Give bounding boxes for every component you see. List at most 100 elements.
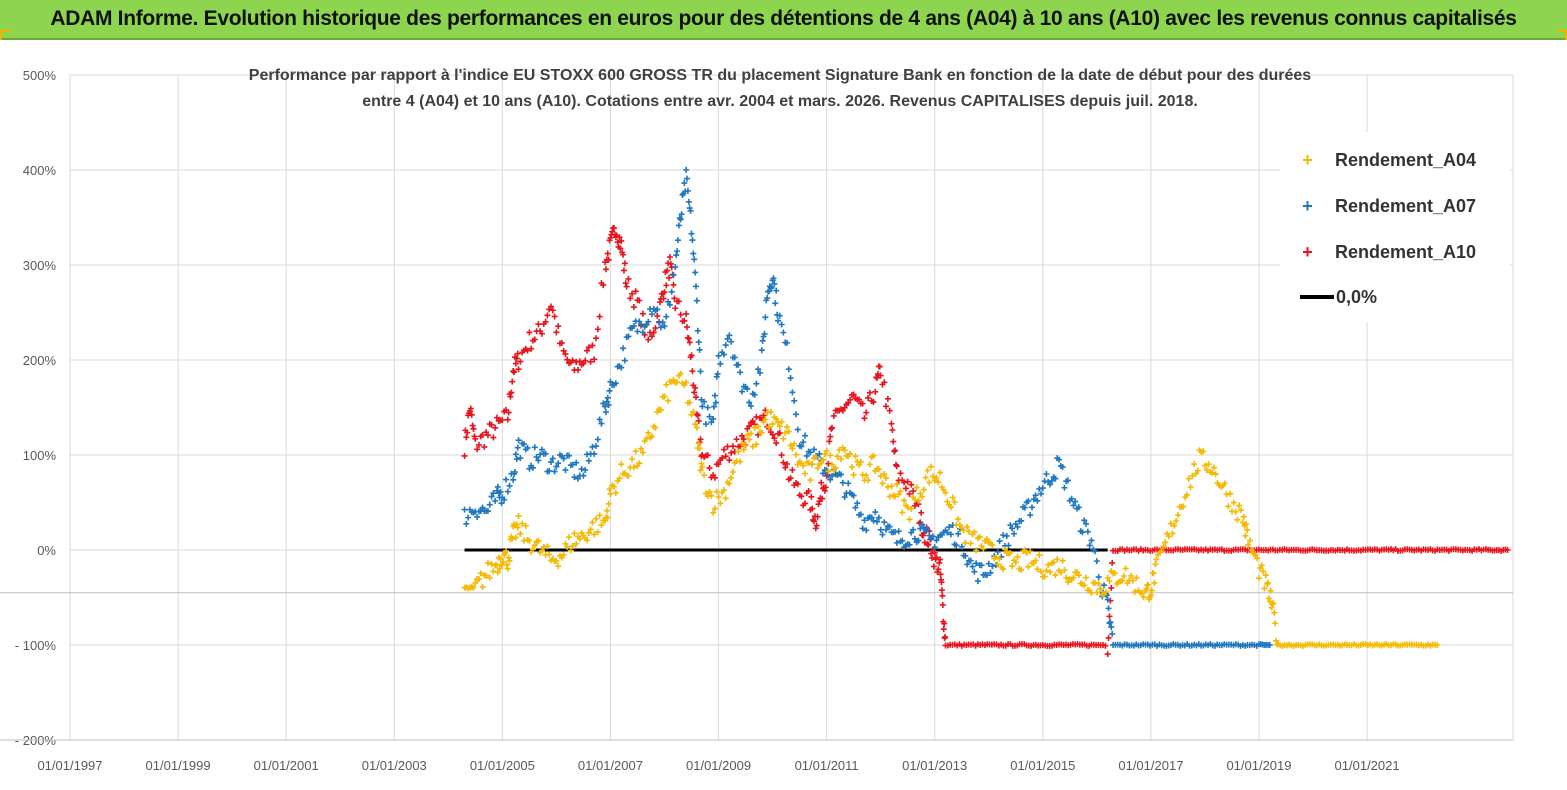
data-point-rendement_a04 xyxy=(591,531,598,538)
data-point-rendement_a07 xyxy=(964,561,971,568)
data-point-rendement_a04 xyxy=(1092,579,1099,586)
data-point-rendement_a07 xyxy=(549,455,556,462)
data-point-rendement_a07 xyxy=(917,525,924,532)
data-point-rendement_a07 xyxy=(692,269,699,276)
data-point-rendement_a10 xyxy=(884,395,891,402)
data-point-rendement_a04 xyxy=(690,408,697,415)
data-point-rendement_a07 xyxy=(515,437,522,444)
data-point-rendement_a07 xyxy=(704,404,711,411)
data-point-rendement_a04 xyxy=(576,535,583,542)
data-point-rendement_a10 xyxy=(891,448,898,455)
data-point-rendement_a10 xyxy=(890,438,897,445)
data-point-rendement_a07 xyxy=(711,392,718,399)
data-point-rendement_a04 xyxy=(776,423,783,430)
data-point-rendement_a10 xyxy=(675,298,682,305)
data-point-rendement_a07 xyxy=(820,470,827,477)
data-point-rendement_a04 xyxy=(1183,491,1190,498)
data-point-rendement_a07 xyxy=(870,517,877,524)
data-point-rendement_a07 xyxy=(978,562,985,569)
data-point-rendement_a04 xyxy=(992,554,999,561)
data-point-rendement_a04 xyxy=(1027,548,1034,555)
banner-title: ADAM Informe. Evolution historique des p… xyxy=(50,7,1517,30)
data-point-rendement_a07 xyxy=(1104,596,1111,603)
data-point-rendement_a07 xyxy=(708,419,715,426)
data-point-rendement_a04 xyxy=(512,534,519,541)
data-point-rendement_a10 xyxy=(908,481,915,488)
data-point-rendement_a04 xyxy=(917,490,924,497)
data-point-rendement_a07 xyxy=(731,354,738,361)
data-point-rendement_a07 xyxy=(868,514,875,521)
data-point-rendement_a07 xyxy=(696,346,703,353)
data-point-rendement_a10 xyxy=(877,372,884,379)
data-point-rendement_a10 xyxy=(902,485,909,492)
chart-legend: + Rendement_A04 + Rendement_A07 + Rendem… xyxy=(1280,132,1510,322)
data-point-rendement_a04 xyxy=(857,458,864,465)
data-point-rendement_a04 xyxy=(1050,559,1057,566)
data-point-rendement_a10 xyxy=(695,417,702,424)
data-point-rendement_a04 xyxy=(971,528,978,535)
data-point-rendement_a04 xyxy=(769,421,776,428)
data-point-rendement_a04 xyxy=(1262,572,1269,579)
data-point-rendement_a10 xyxy=(815,501,822,508)
data-point-rendement_a07 xyxy=(841,494,848,501)
data-point-rendement_a04 xyxy=(546,551,553,558)
data-point-rendement_a04 xyxy=(697,467,704,474)
data-point-rendement_a04 xyxy=(497,555,504,562)
data-point-rendement_a10 xyxy=(1108,584,1115,591)
data-point-rendement_a07 xyxy=(670,272,677,279)
data-point-rendement_a04 xyxy=(1119,577,1126,584)
data-point-rendement_a07 xyxy=(1027,512,1034,519)
data-point-rendement_a07 xyxy=(598,420,605,427)
data-point-rendement_a07 xyxy=(857,511,864,518)
data-point-rendement_a07 xyxy=(1043,471,1050,478)
data-point-rendement_a04 xyxy=(829,461,836,468)
data-point-rendement_a07 xyxy=(874,518,881,525)
data-point-rendement_a04 xyxy=(1104,574,1111,581)
data-point-rendement_a07 xyxy=(816,450,823,457)
data-point-rendement_a07 xyxy=(1065,477,1072,484)
data-point-rendement_a07 xyxy=(776,312,783,319)
data-point-rendement_a04 xyxy=(1095,580,1102,587)
data-point-rendement_a07 xyxy=(850,492,857,499)
data-point-rendement_a07 xyxy=(859,525,866,532)
data-point-rendement_a10 xyxy=(825,460,832,467)
data-point-rendement_a04 xyxy=(1227,490,1234,497)
data-point-rendement_a07 xyxy=(529,464,536,471)
data-point-rendement_a10 xyxy=(729,443,736,450)
data-point-rendement_a07 xyxy=(926,532,933,539)
data-point-rendement_a04 xyxy=(848,463,855,470)
data-point-rendement_a04 xyxy=(500,559,507,566)
data-point-rendement_a04 xyxy=(490,568,497,575)
data-point-rendement_a07 xyxy=(1012,520,1019,527)
data-point-rendement_a04 xyxy=(735,448,742,455)
data-point-rendement_a07 xyxy=(1105,605,1112,612)
data-point-rendement_a04 xyxy=(1025,563,1032,570)
y-tick-label: 200% xyxy=(23,353,57,368)
data-point-rendement_a04 xyxy=(514,524,521,531)
data-point-rendement_a04 xyxy=(793,451,800,458)
data-point-rendement_a10 xyxy=(645,336,652,343)
data-point-rendement_a04 xyxy=(893,481,900,488)
data-point-rendement_a07 xyxy=(520,441,527,448)
data-point-rendement_a07 xyxy=(838,471,845,478)
data-point-rendement_a10 xyxy=(881,379,888,386)
data-point-rendement_a04 xyxy=(933,474,940,481)
data-point-rendement_a10 xyxy=(614,239,621,246)
data-point-rendement_a10 xyxy=(584,347,591,354)
chart-frame: 500% 400% 300% 200% 100% 0% - 100% - 200% 01/01/… xyxy=(0,40,1567,790)
data-point-rendement_a04 xyxy=(683,379,690,386)
data-point-rendement_a04 xyxy=(710,509,717,516)
data-point-rendement_a07 xyxy=(854,500,861,507)
data-point-rendement_a10 xyxy=(826,438,833,445)
data-point-rendement_a04 xyxy=(1265,579,1271,586)
data-point-rendement_a10 xyxy=(888,420,895,427)
data-point-rendement_a04 xyxy=(1007,550,1014,557)
data-point-rendement_a10 xyxy=(938,587,945,594)
data-point-rendement_a10 xyxy=(863,409,870,416)
data-point-rendement_a04 xyxy=(1052,572,1059,579)
data-point-rendement_a10 xyxy=(822,484,829,491)
data-point-rendement_a10 xyxy=(511,369,518,376)
data-point-rendement_a10 xyxy=(931,549,938,556)
data-point-rendement_a07 xyxy=(755,366,762,373)
data-point-rendement_a04 xyxy=(888,483,895,490)
